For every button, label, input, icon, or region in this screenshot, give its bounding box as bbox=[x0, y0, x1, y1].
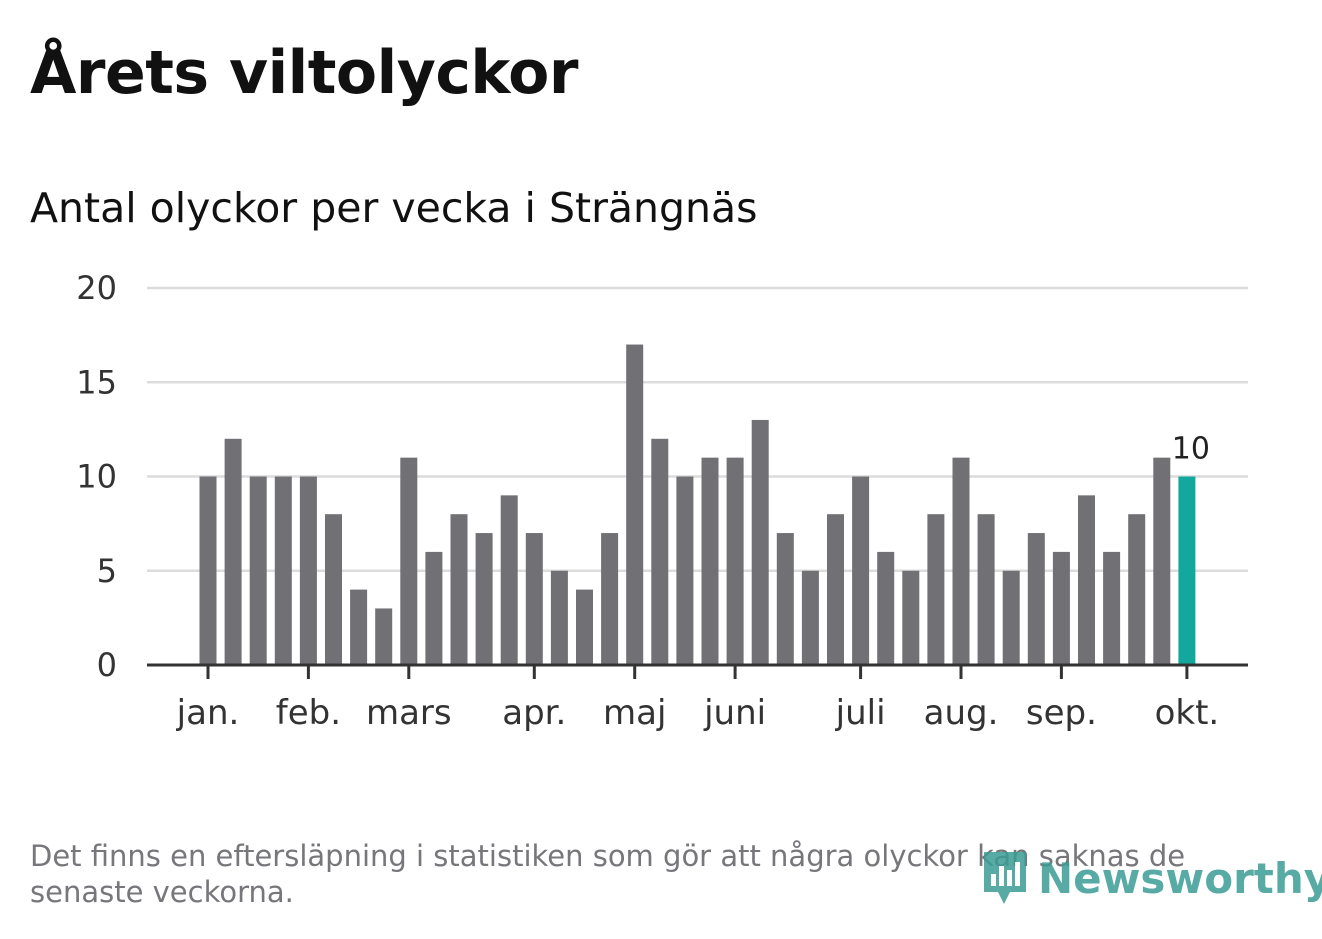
bar bbox=[550, 570, 568, 665]
bar bbox=[1027, 533, 1045, 665]
bar bbox=[224, 438, 242, 665]
bar-chart-speech-icon bbox=[984, 852, 1026, 904]
bar bbox=[927, 514, 945, 665]
bar bbox=[450, 514, 468, 665]
bar bbox=[701, 457, 719, 665]
bar bbox=[1103, 551, 1121, 665]
bar bbox=[952, 457, 970, 665]
y-tick-label: 5 bbox=[97, 552, 117, 590]
bar bbox=[626, 344, 644, 665]
bar bbox=[325, 514, 342, 665]
x-tick-label: feb. bbox=[276, 693, 341, 733]
bar bbox=[827, 514, 844, 665]
bar bbox=[977, 514, 995, 665]
bar bbox=[1153, 457, 1171, 665]
bar bbox=[576, 589, 593, 665]
bar bbox=[274, 476, 292, 665]
bar bbox=[1052, 551, 1070, 665]
x-tick-label: okt. bbox=[1155, 693, 1220, 733]
x-tick-label: sep. bbox=[1026, 693, 1097, 733]
bar bbox=[877, 551, 895, 665]
bar-chart: 0 5 10 15 20 10 jan. feb. mars apr. maj juni juli aug… bbox=[76, 269, 1248, 733]
bar bbox=[375, 608, 393, 665]
bar bbox=[776, 533, 794, 665]
bar bbox=[1078, 495, 1095, 665]
bar bbox=[299, 476, 317, 665]
chart-title: Årets viltolyckor bbox=[30, 38, 579, 108]
bar bbox=[1128, 514, 1146, 665]
bar bbox=[525, 533, 543, 665]
bar bbox=[425, 551, 443, 665]
bar bbox=[199, 476, 217, 665]
bar bbox=[475, 533, 493, 665]
bar bbox=[902, 570, 920, 665]
x-tick-label: jan. bbox=[176, 693, 240, 733]
bar bbox=[651, 438, 669, 665]
highlight-bar bbox=[1178, 476, 1196, 665]
bar bbox=[601, 533, 619, 665]
bar bbox=[400, 457, 418, 665]
data-label: 10 bbox=[1172, 432, 1210, 467]
bar bbox=[751, 419, 769, 665]
newsworthy-logo: Newsworthy bbox=[980, 848, 1322, 908]
logo-text: Newsworthy bbox=[1038, 853, 1322, 903]
x-tick-label: juli bbox=[835, 693, 886, 733]
bar bbox=[350, 589, 368, 665]
y-tick-label: 10 bbox=[76, 458, 117, 496]
x-tick-label: mars bbox=[366, 693, 452, 733]
bar bbox=[801, 570, 819, 665]
y-tick-label: 20 bbox=[76, 269, 117, 307]
bar bbox=[500, 495, 518, 665]
bar bbox=[249, 476, 267, 665]
x-tick-label: apr. bbox=[502, 693, 566, 733]
x-tick-label: maj bbox=[603, 693, 666, 733]
bar bbox=[676, 476, 694, 665]
bar bbox=[1002, 570, 1020, 665]
y-tick-label: 0 bbox=[97, 646, 117, 684]
bar bbox=[726, 457, 744, 665]
chart-subtitle: Antal olyckor per vecka i Strängnäs bbox=[30, 184, 758, 232]
bar bbox=[852, 476, 870, 665]
y-tick-label: 15 bbox=[76, 363, 117, 401]
x-tick-label: aug. bbox=[924, 693, 999, 733]
x-tick-label: juni bbox=[703, 693, 766, 733]
